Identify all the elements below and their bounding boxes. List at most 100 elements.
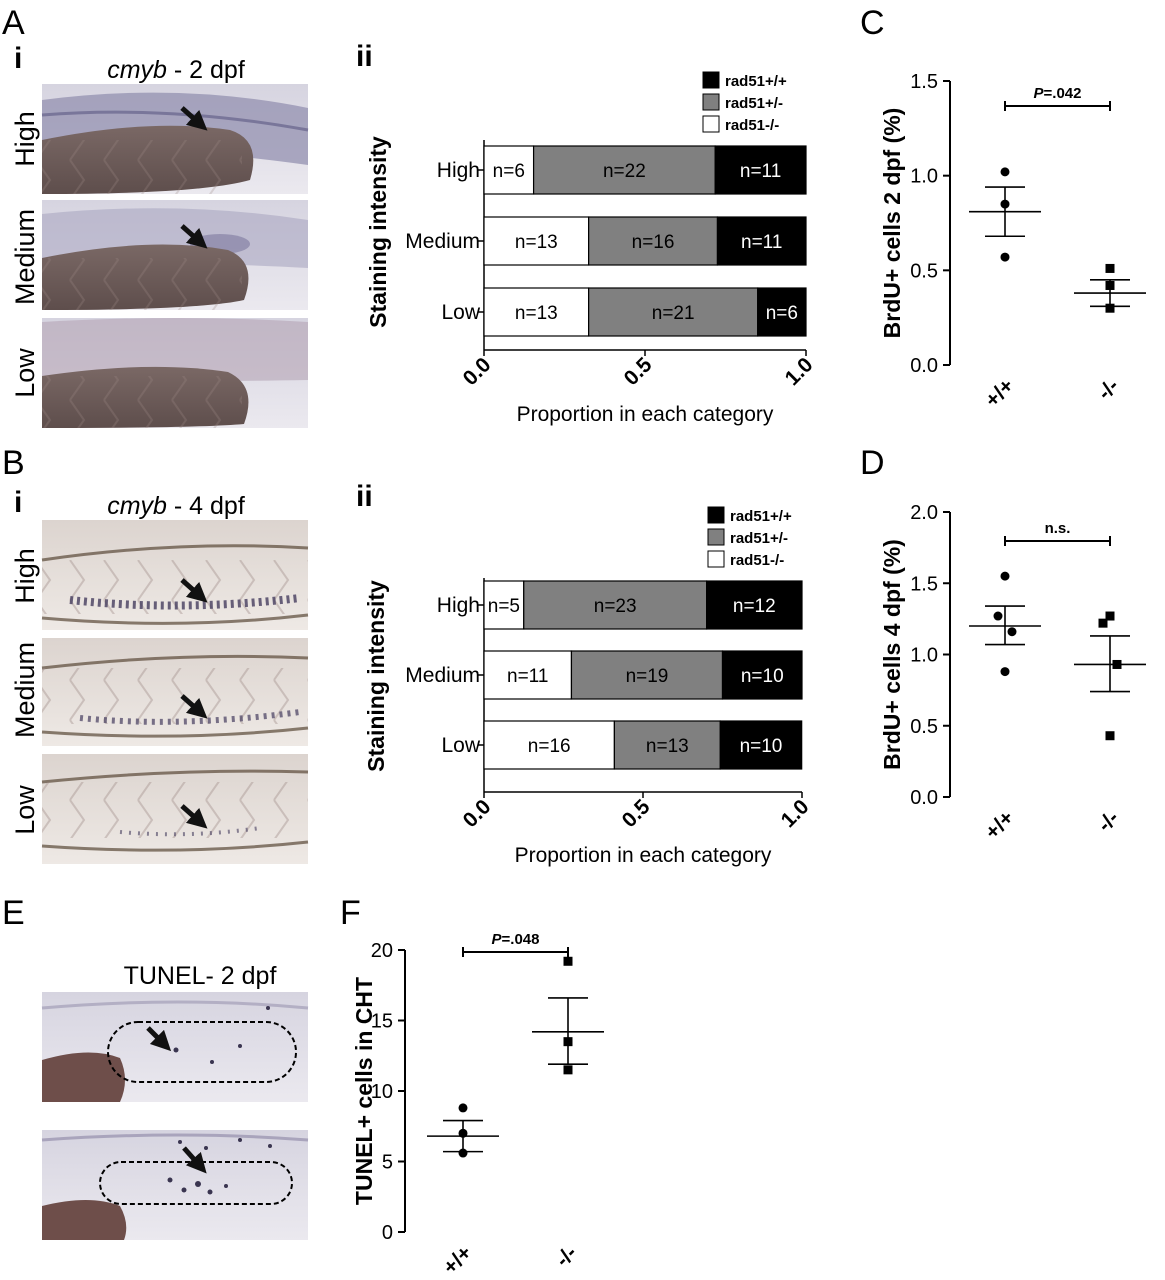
x-axis-title: Proportion in each category — [517, 403, 774, 426]
category-label: Low — [441, 734, 480, 757]
data-point — [993, 611, 1003, 621]
data-point — [1000, 199, 1010, 209]
legend-label: rad51+/+ — [725, 73, 787, 90]
significance-label: n.s. — [1045, 520, 1071, 537]
data-point — [1000, 167, 1010, 177]
data-point — [563, 956, 573, 966]
data-point — [563, 1065, 573, 1075]
legend-swatch — [707, 550, 725, 568]
bar-data-label: n=23 — [594, 596, 637, 617]
bar-data-label: n=22 — [603, 161, 646, 182]
bar-data-label: n=19 — [626, 666, 669, 687]
bar-segment — [705, 580, 803, 630]
chart-b-ii: rad51+/+ rad51+/- rad51-/- 0.0 0.5 1.0 High n=5… — [363, 506, 814, 867]
bar-data-label: n=6 — [493, 161, 525, 182]
panel-a-row-label-medium: Medium — [10, 209, 40, 305]
y-tick-label: 15 — [371, 1011, 393, 1033]
panel-b-image-medium — [41, 638, 309, 746]
bar-segment — [483, 580, 525, 630]
category-label: Medium — [405, 664, 480, 687]
panel-letter-e: E — [2, 894, 25, 932]
legend-label: rad51+/+ — [730, 508, 792, 525]
arrow-icon — [180, 804, 208, 829]
y-tick-label: 1.0 — [910, 166, 938, 188]
arrow-icon — [180, 224, 208, 249]
panel-b-row-label-high: High — [10, 548, 40, 604]
y-axis-title: BrdU+ cells 4 dpf (%) — [879, 539, 905, 770]
bar-segment — [716, 216, 807, 266]
arrow-icon — [180, 106, 208, 131]
y-tick-label: 0.5 — [910, 260, 938, 282]
bar-segment — [721, 650, 803, 700]
legend-label: rad51+/- — [730, 530, 788, 547]
data-point — [1000, 667, 1010, 677]
legend-swatch — [702, 93, 720, 111]
x-category-label: -/- — [1093, 374, 1123, 404]
y-tick-label: 0.5 — [910, 716, 938, 738]
legend-label: rad51-/- — [730, 552, 784, 569]
data-point — [1007, 627, 1017, 637]
panel-b-row-label-medium: Medium — [10, 642, 40, 738]
bar-segment — [483, 287, 590, 337]
x-tick-label: 1.0 — [777, 795, 814, 832]
panel-b-i-label: i — [14, 486, 22, 519]
data-point — [1098, 618, 1108, 628]
bar-data-label: n=11 — [507, 666, 548, 687]
significance-label: P=.042 — [1034, 85, 1082, 102]
data-point — [1105, 280, 1115, 290]
bar-segment — [757, 287, 807, 337]
bar-segment — [588, 216, 719, 266]
panel-a-image-medium — [42, 200, 308, 310]
y-tick-label: 2.0 — [910, 502, 938, 524]
y-tick-label: 1.0 — [910, 645, 938, 667]
bar-data-label: n=13 — [646, 736, 689, 757]
bar-segment — [523, 580, 708, 630]
y-axis-title: BrdU+ cells 2 dpf (%) — [879, 108, 905, 339]
x-category-label: +/+ — [981, 806, 1019, 844]
panel-b-image-high — [41, 520, 309, 630]
panel-a-row-label-low: Low — [10, 348, 40, 398]
bar-segment — [532, 145, 716, 195]
data-point — [1105, 263, 1115, 273]
data-point — [1000, 571, 1010, 581]
significance-label: P=.048 — [492, 931, 540, 948]
bar-data-label: n=11 — [741, 232, 782, 253]
bar-data-label: n=11 — [740, 161, 781, 182]
panel-e-image-mutant — [41, 1130, 309, 1240]
panel-letter-b: B — [2, 444, 25, 482]
chart-a-ii: rad51+/+ rad51+/- rad51-/- 0.0 0.5 1.0 High n=6… — [365, 71, 818, 426]
y-axis-title: Staining intensity — [363, 580, 389, 772]
panel-e-image-title: TUNEL- 2 dpf — [124, 962, 277, 990]
y-tick-label: 0.0 — [910, 787, 938, 809]
arrow-icon — [182, 1146, 207, 1174]
panel-b-row-label-low: Low — [10, 785, 40, 835]
legend-swatch — [707, 506, 725, 524]
legend-label: rad51+/- — [725, 95, 783, 112]
panel-letter-a: A — [2, 4, 25, 42]
panel-a-title-stage: - 2 dpf — [167, 56, 245, 84]
x-category-label: -/- — [1093, 806, 1123, 836]
data-point — [458, 1128, 468, 1138]
y-tick-label: 10 — [371, 1081, 393, 1103]
bar-segment — [714, 145, 807, 195]
legend-swatch — [702, 71, 720, 89]
x-tick-label: 0.5 — [618, 795, 655, 832]
x-category-label: -/- — [551, 1241, 581, 1271]
category-label: High — [437, 594, 480, 617]
panel-b-image-low — [41, 754, 309, 864]
arrow-icon — [146, 1026, 172, 1052]
data-point — [1105, 611, 1115, 621]
bar-segment — [483, 216, 590, 266]
data-point — [1000, 252, 1010, 262]
arrow-icon — [180, 578, 208, 603]
bar-data-label: n=6 — [766, 303, 798, 324]
bar-data-label: n=12 — [733, 596, 776, 617]
bar-data-label: n=21 — [652, 303, 695, 324]
legend-swatch — [707, 528, 725, 546]
y-tick-label: 1.5 — [910, 71, 938, 93]
bar-data-label: n=13 — [515, 232, 558, 253]
panel-b-title-gene: cmyb — [107, 492, 167, 520]
data-point — [1105, 731, 1115, 741]
legend-label: rad51-/- — [725, 117, 779, 134]
